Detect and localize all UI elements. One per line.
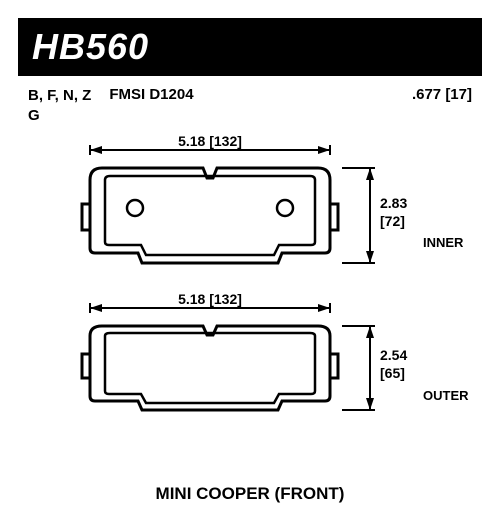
part-number: HB560 bbox=[32, 26, 468, 68]
thickness-mm: [17] bbox=[445, 86, 472, 103]
codes-line1: B, F, N, Z bbox=[28, 86, 91, 106]
outer-label: OUTER bbox=[423, 388, 469, 403]
outer-height-in: 2.54 bbox=[380, 347, 407, 363]
inner-width-in: 5.18 bbox=[178, 133, 205, 149]
inner-height-mm: [72] bbox=[380, 213, 405, 229]
outer-width-mm: [132] bbox=[209, 291, 242, 307]
svg-text:5.18 [132]: 5.18 [132] bbox=[178, 291, 242, 307]
inner-pad-svg: 5.18 [132] 2.83 [72] bbox=[20, 130, 480, 290]
outer-width-in: 5.18 bbox=[178, 291, 205, 307]
compound-codes: B, F, N, Z G bbox=[28, 86, 91, 125]
footer-label: MINI COOPER (FRONT) bbox=[0, 484, 500, 504]
thickness-in: .677 bbox=[412, 86, 441, 103]
codes-line2: G bbox=[28, 106, 91, 126]
svg-text:5.18 [132]: 5.18 [132] bbox=[178, 133, 242, 149]
inner-height-in: 2.83 bbox=[380, 195, 407, 211]
fmsi-code: FMSI D1204 bbox=[109, 86, 193, 125]
svg-text:[72]: [72] bbox=[380, 213, 405, 229]
svg-text:2.54: 2.54 bbox=[380, 347, 407, 363]
inner-pad-outline bbox=[90, 168, 330, 263]
svg-text:[65]: [65] bbox=[380, 365, 405, 381]
thickness: .677 [17] bbox=[412, 86, 472, 125]
svg-text:2.83: 2.83 bbox=[380, 195, 407, 211]
info-row: B, F, N, Z G FMSI D1204 .677 [17] bbox=[28, 86, 472, 125]
diagram-area: 5.18 [132] 2.83 [72] INNER 5.18 [132] bbox=[20, 130, 480, 470]
inner-width-mm: [132] bbox=[209, 133, 242, 149]
info-left: B, F, N, Z G FMSI D1204 bbox=[28, 86, 194, 125]
outer-pad-svg: 5.18 [132] 2.54 [65] bbox=[20, 288, 480, 443]
outer-height-mm: [65] bbox=[380, 365, 405, 381]
outer-pad-outline bbox=[90, 326, 330, 410]
header-bar: HB560 bbox=[18, 18, 482, 76]
inner-label: INNER bbox=[423, 235, 463, 250]
